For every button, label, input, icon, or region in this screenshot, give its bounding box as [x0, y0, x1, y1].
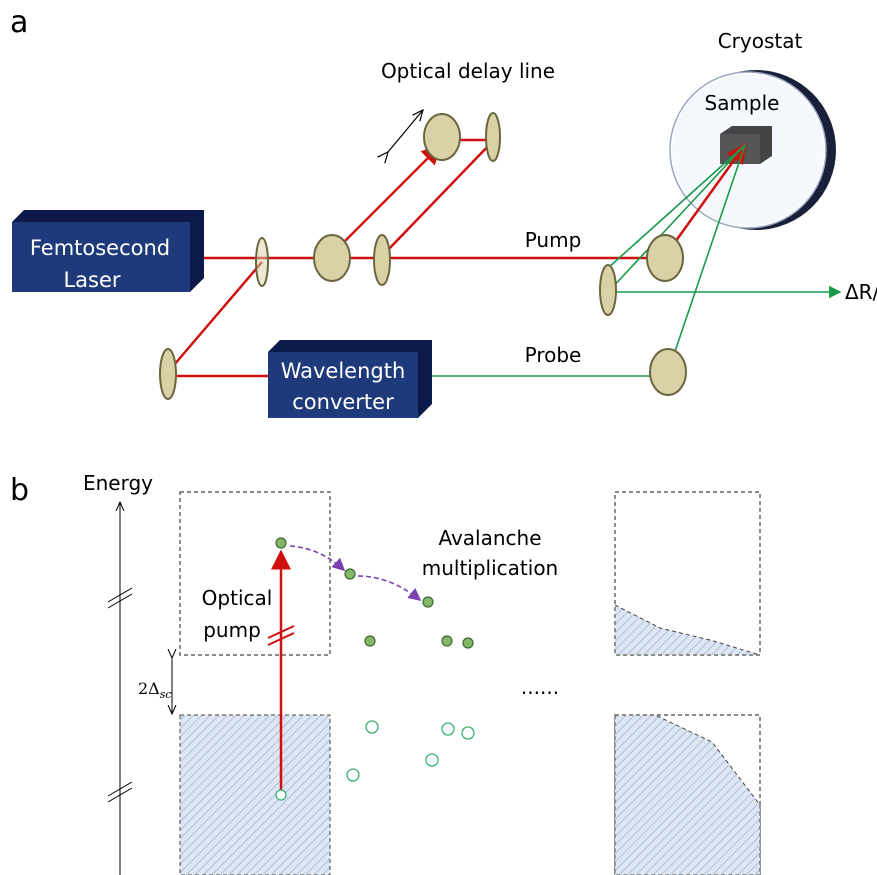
- hole-distribution: [615, 715, 760, 875]
- sample-label: Sample: [705, 91, 780, 115]
- gap-label: 2Δsc: [138, 679, 172, 701]
- cryostat-label: Cryostat: [718, 29, 803, 53]
- electrons: [276, 538, 473, 648]
- avalanche-label: multiplication: [422, 556, 558, 580]
- signal-label: ΔR/R: [845, 280, 877, 304]
- energy-label: Energy: [83, 471, 153, 495]
- pump-label: Pump: [525, 228, 582, 252]
- probe-label: Probe: [525, 343, 582, 367]
- delay-label: Optical delay line: [381, 59, 555, 83]
- panel-label: a: [10, 5, 28, 40]
- ellipsis: ......: [521, 675, 559, 699]
- delay-arrow: [388, 110, 423, 152]
- avalanche-label: Avalanche: [438, 526, 541, 550]
- valence-band: [180, 715, 330, 875]
- electron-distribution: [615, 605, 760, 655]
- laser-label: Laser: [63, 268, 120, 292]
- laser-label: Femtosecond: [30, 236, 170, 260]
- panel-label: b: [10, 473, 29, 508]
- pump-label: Optical: [202, 586, 273, 610]
- gap-prefix: 2Δ: [138, 679, 160, 698]
- figure: a Cryostat Sample Optical delay line Fem…: [0, 0, 877, 875]
- converter-label: Wavelength: [281, 359, 406, 383]
- converter-label: converter: [292, 390, 394, 414]
- pump-label: pump: [203, 618, 261, 642]
- energy-axis: [108, 502, 132, 875]
- gap-subscript: sc: [160, 688, 172, 701]
